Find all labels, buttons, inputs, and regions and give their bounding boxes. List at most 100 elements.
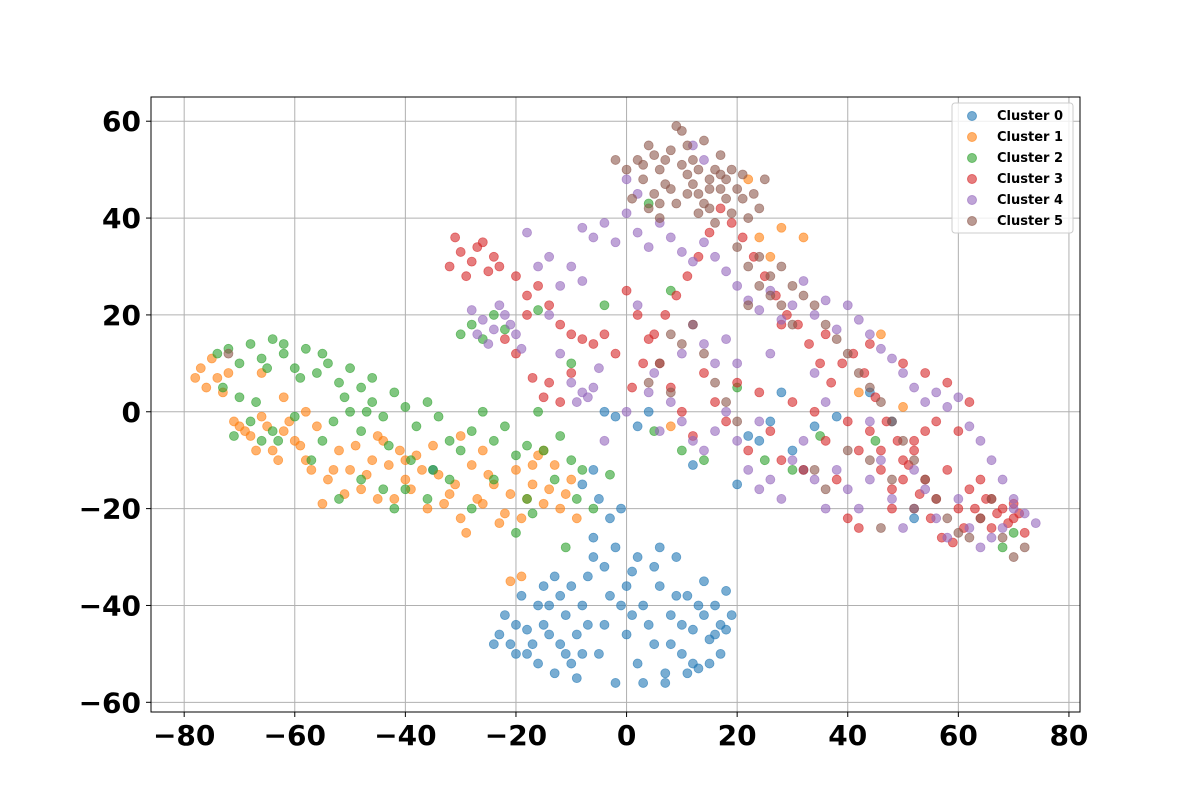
scatter-point xyxy=(864,382,875,393)
scatter-point xyxy=(787,397,798,407)
scatter-point xyxy=(511,648,521,659)
scatter-point xyxy=(267,426,278,437)
scatter-point xyxy=(765,416,776,427)
scatter-point xyxy=(798,232,809,243)
scatter-point xyxy=(278,339,289,349)
scatter-point xyxy=(240,426,250,437)
scatter-point xyxy=(864,474,875,485)
scatter-point xyxy=(566,261,577,272)
scatter-point xyxy=(682,188,693,199)
scatter-point xyxy=(571,397,582,407)
scatter-point xyxy=(776,314,787,325)
scatter-point xyxy=(378,484,389,495)
scatter-point xyxy=(455,445,466,456)
scatter-point xyxy=(345,363,355,374)
scatter-point xyxy=(699,576,709,587)
scatter-point xyxy=(660,668,671,679)
scatter-point xyxy=(190,372,201,383)
scatter-point xyxy=(665,145,676,156)
scatter-point xyxy=(627,566,637,577)
x-tick-label: 0 xyxy=(617,719,636,752)
scatter-point xyxy=(229,416,239,427)
scatter-point xyxy=(566,581,577,591)
scatter-point xyxy=(566,474,577,485)
scatter-point xyxy=(627,382,637,393)
scatter-point xyxy=(511,329,521,340)
legend-label: Cluster 3 xyxy=(997,172,1063,187)
scatter-point xyxy=(743,300,754,311)
legend-item: Cluster 3 xyxy=(967,172,1063,187)
scatter-point xyxy=(776,222,787,233)
scatter-point xyxy=(594,648,604,659)
scatter-point xyxy=(1019,527,1030,538)
scatter-point xyxy=(627,193,637,204)
scatter-point xyxy=(693,208,704,219)
scatter-point xyxy=(599,300,610,311)
scatter-point xyxy=(754,387,765,398)
scatter-point xyxy=(599,561,610,572)
scatter-point xyxy=(649,329,660,340)
scatter-point xyxy=(588,503,599,514)
scatter-point xyxy=(643,203,654,214)
scatter-point xyxy=(444,261,455,272)
scatter-point xyxy=(433,411,444,422)
scatter-point xyxy=(295,372,306,383)
y-tick-label: 20 xyxy=(102,299,141,332)
scatter-point xyxy=(699,198,709,209)
scatter-point xyxy=(477,445,488,456)
scatter-point xyxy=(743,261,754,272)
scatter-point xyxy=(699,610,709,621)
scatter-point xyxy=(887,416,897,427)
scatter-point xyxy=(472,329,483,340)
scatter-point xyxy=(676,159,687,170)
scatter-point xyxy=(533,305,543,315)
scatter-point xyxy=(544,484,555,495)
scatter-point xyxy=(566,455,577,466)
scatter-point xyxy=(798,464,809,475)
scatter-point xyxy=(710,426,720,437)
scatter-point xyxy=(500,310,510,320)
scatter-point xyxy=(820,435,831,446)
scatter-point xyxy=(455,431,466,441)
scatter-point xyxy=(964,484,975,495)
legend-marker xyxy=(967,174,977,184)
scatter-point xyxy=(699,445,709,456)
scatter-point xyxy=(942,464,953,475)
series-cluster-4 xyxy=(466,140,1041,553)
scatter-point xyxy=(853,503,864,514)
scatter-point xyxy=(654,542,665,553)
scatter-point xyxy=(582,571,593,582)
scatter-point xyxy=(345,464,355,475)
scatter-point xyxy=(876,397,886,407)
scatter-point xyxy=(754,305,765,315)
scatter-point xyxy=(676,648,687,659)
legend-label: Cluster 5 xyxy=(997,214,1063,229)
scatter-point xyxy=(577,648,588,659)
scatter-point xyxy=(864,329,875,340)
scatter-point xyxy=(699,455,709,466)
scatter-point xyxy=(311,368,322,378)
scatter-point xyxy=(328,464,339,475)
scatter-point xyxy=(334,494,344,504)
scatter-point xyxy=(477,314,488,325)
scatter-point xyxy=(334,445,344,456)
scatter-point xyxy=(367,372,378,383)
scatter-point xyxy=(997,532,1008,543)
scatter-point xyxy=(699,155,709,165)
scatter-point xyxy=(544,300,555,311)
scatter-point xyxy=(743,445,754,456)
scatter-point xyxy=(876,464,886,475)
scatter-point xyxy=(704,227,715,238)
scatter-point xyxy=(234,392,245,403)
scatter-point xyxy=(522,648,532,659)
scatter-point xyxy=(787,319,798,330)
scatter-point xyxy=(649,368,660,378)
scatter-point xyxy=(444,435,455,446)
scatter-point xyxy=(472,494,483,504)
legend-item: Cluster 4 xyxy=(967,193,1063,208)
scatter-point xyxy=(571,629,582,640)
series-cluster-3 xyxy=(444,203,1030,548)
scatter-point xyxy=(975,474,986,485)
scatter-point xyxy=(643,387,654,398)
